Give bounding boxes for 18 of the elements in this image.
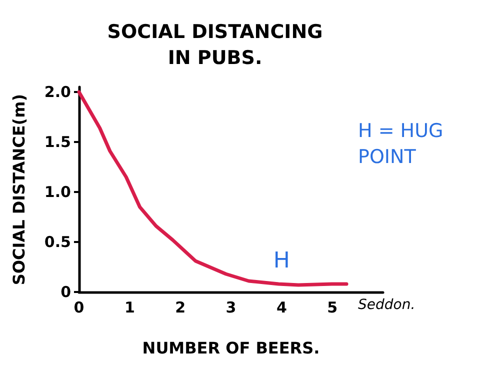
- text: Seddon.: [358, 297, 416, 313]
- line-series: [77, 90, 348, 287]
- x-tick-label: 5: [327, 298, 338, 316]
- x-tick-label: 4: [276, 298, 287, 316]
- y-tick-label: 0.5: [44, 233, 71, 251]
- x-tick-label: 0: [74, 298, 84, 316]
- x-tick-label: 2: [175, 298, 186, 316]
- y-tick-label: 2.0: [44, 83, 71, 101]
- chart-title: SOCIAL DISTANCING IN PUBS.: [107, 21, 323, 69]
- annotation: H: [273, 248, 290, 274]
- annotation: H = HUG POINT: [358, 120, 450, 168]
- y-tick-label: 0: [60, 283, 71, 301]
- x-tick-label: 1: [124, 298, 135, 316]
- y-tick-label: 1.5: [44, 133, 71, 151]
- x-tick-label: 3: [226, 298, 236, 316]
- y-tick-label: 1.0: [44, 183, 71, 201]
- x-axis-title: NUMBER OF BEERS.: [142, 338, 320, 358]
- y-axis-title: SOCIAL DISTANCE(m): [10, 94, 28, 286]
